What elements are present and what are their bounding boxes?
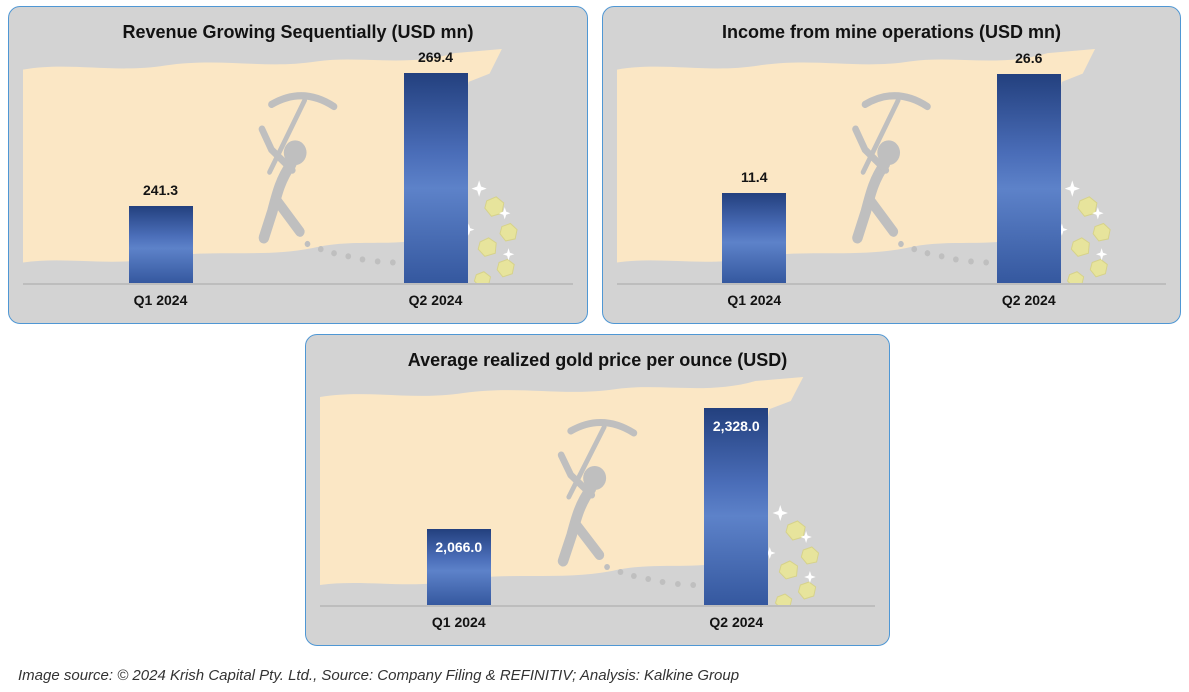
bar-value-label: 11.4	[741, 169, 768, 185]
x-axis: Q1 2024 Q2 2024	[320, 605, 875, 639]
x-axis: Q1 2024 Q2 2024	[23, 283, 573, 317]
bar-q2-2024	[704, 408, 769, 605]
plot-area: 11.4 26.6	[617, 47, 1166, 283]
bar-value-label: 26.6	[1015, 50, 1043, 66]
x-axis-label-q1: Q1 2024	[133, 292, 188, 308]
bar-value-label: 2,066.0	[435, 539, 483, 555]
bar-q1-2024	[722, 193, 787, 283]
chart-panel-gold-price: Average realized gold price per ounce (U…	[305, 334, 890, 646]
bars-area: 241.3 269.4	[23, 47, 573, 283]
chart-panel-mine-income: Income from mine operations (USD mn) 11.…	[602, 6, 1181, 324]
bars-area: 2,066.0 2,328.0	[320, 375, 875, 605]
x-axis-label-q2: Q2 2024	[709, 614, 764, 630]
x-axis-label-q2: Q2 2024	[1001, 292, 1056, 308]
bar-group-q1: 241.3	[23, 47, 298, 283]
chart-title: Average realized gold price per ounce (U…	[407, 350, 788, 370]
image-source-caption: Image source: © 2024 Krish Capital Pty. …	[18, 667, 740, 684]
bar-group-q2: 26.6	[892, 47, 1167, 283]
bar-q1-2024	[426, 529, 491, 605]
bar-value-label: 2,328.0	[712, 418, 760, 434]
bar-group-q2: 269.4	[298, 47, 573, 283]
x-axis: Q1 2024 Q2 2024	[617, 283, 1166, 317]
chart-title: Income from mine operations (USD mn)	[721, 22, 1062, 42]
x-axis-label-q1: Q1 2024	[727, 292, 782, 308]
plot-area: 241.3 269.4	[23, 47, 573, 283]
bar-group-q1: 11.4	[617, 47, 892, 283]
bar-q2-2024	[996, 74, 1061, 283]
bar-value-label: 241.3	[142, 182, 179, 198]
bar-q2-2024	[403, 73, 468, 283]
x-axis-label-q2: Q2 2024	[408, 292, 463, 308]
bar-group-q1: 2,066.0	[320, 375, 598, 605]
x-axis-label-q1: Q1 2024	[431, 614, 486, 630]
bar-value-label: 269.4	[417, 49, 454, 65]
bar-group-q2: 2,328.0	[598, 375, 876, 605]
chart-title: Revenue Growing Sequentially (USD mn)	[122, 22, 474, 42]
bar-q1-2024	[128, 206, 193, 283]
plot-area: 2,066.0 2,328.0	[320, 375, 875, 605]
bars-area: 11.4 26.6	[617, 47, 1166, 283]
chart-panel-revenue: Revenue Growing Sequentially (USD mn) 24…	[8, 6, 588, 324]
